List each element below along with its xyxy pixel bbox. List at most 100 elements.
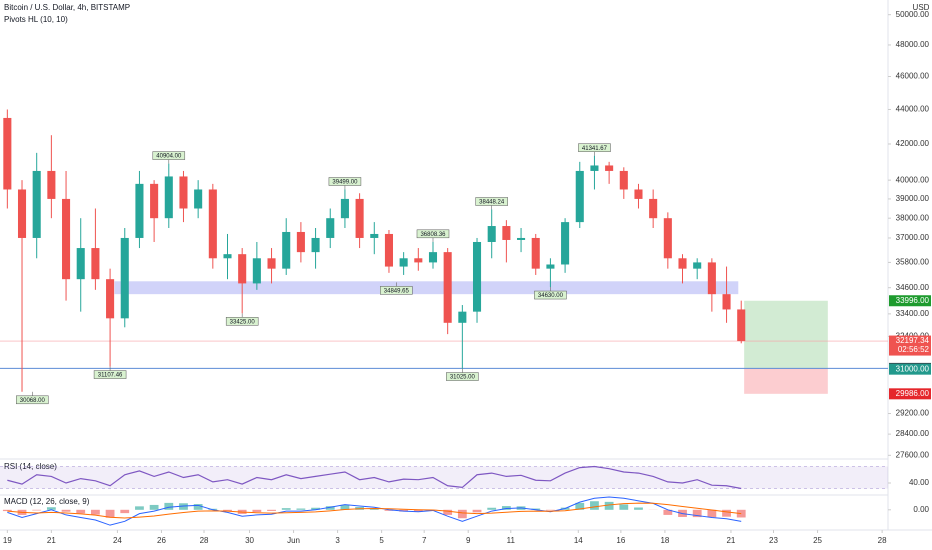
x-tick-label: 16: [616, 536, 625, 545]
candle-body: [722, 294, 731, 310]
candle-body: [238, 254, 247, 284]
x-tick-label: 18: [660, 536, 669, 545]
macd-histogram-bar: [325, 506, 335, 510]
candle-body: [3, 117, 12, 190]
macd-histogram-bar: [61, 509, 71, 512]
x-tick-label: 14: [574, 536, 583, 545]
candle-body: [179, 176, 188, 209]
pivot-label: 41341.67: [582, 146, 608, 152]
macd-histogram-bar: [311, 507, 320, 510]
pivot-label: 38448.24: [479, 200, 505, 206]
y-tick-label: 48000.00: [896, 40, 930, 49]
x-tick-label: 24: [113, 536, 122, 545]
target-zone: [744, 300, 828, 369]
x-tick-label: 5: [379, 536, 384, 545]
candle-body: [194, 189, 203, 209]
candle-body: [384, 233, 393, 267]
pivot-box: [446, 372, 479, 381]
macd-macd-line: [7, 496, 742, 526]
macd-label: MACD (12, 26, close, 9): [4, 497, 90, 506]
candle-body: [649, 198, 658, 219]
y-tick-label: 39000.00: [896, 194, 930, 203]
x-tick-label: 9: [466, 536, 471, 545]
macd-tick-label: 0.00: [913, 505, 929, 514]
macd-histogram-bar: [590, 501, 599, 510]
candle-body: [590, 165, 599, 171]
macd-histogram-bar: [472, 509, 482, 513]
y-tick-label: 34600.00: [896, 283, 930, 292]
stop-zone: [744, 368, 828, 394]
macd-histogram-bar: [252, 509, 262, 512]
y-tick-label: 29200.00: [896, 409, 930, 418]
candle-body: [443, 252, 452, 323]
macd-histogram-bar: [369, 508, 379, 510]
candle-body: [355, 198, 364, 238]
candle-body: [531, 237, 540, 269]
candle-body: [311, 237, 320, 253]
pivot-label: 31107.46: [98, 373, 123, 379]
macd-histogram-bar: [179, 503, 188, 510]
rsi-tick-label: 40.00: [909, 478, 930, 487]
macd-histogram-bar: [634, 507, 643, 510]
macd-histogram-bar: [707, 509, 717, 518]
candle-body: [428, 252, 438, 263]
macd-histogram-bar: [46, 507, 56, 510]
pivot-box: [416, 229, 450, 239]
macd-histogram-bar: [575, 502, 585, 510]
pivot-box: [16, 395, 49, 405]
macd-histogram-bar: [76, 509, 86, 514]
price-label: 33996.00: [896, 296, 930, 305]
candle-body: [472, 241, 482, 312]
macd-histogram-bar: [443, 509, 453, 515]
countdown: 02:56:52: [898, 345, 930, 354]
rsi-band: [0, 466, 888, 489]
macd-histogram-bar: [223, 509, 232, 512]
macd-histogram-bar: [663, 509, 673, 515]
indicator-label: Pivots HL (10, 10): [4, 15, 68, 24]
pivot-box: [225, 317, 259, 326]
y-tick-label: 46000.00: [896, 72, 930, 81]
y-tick-label: 42000.00: [896, 139, 930, 148]
x-tick-label: 11: [507, 536, 516, 545]
x-tick-label: 28: [200, 536, 209, 545]
macd-histogram-bar: [281, 508, 291, 510]
x-tick-label: 23: [769, 536, 778, 545]
price-label-box: [889, 388, 931, 400]
pivot-label: 40904.00: [156, 154, 182, 160]
macd-histogram-bar: [296, 508, 306, 510]
x-tick-label: 30: [245, 536, 254, 545]
pivot-label: 31025.00: [450, 375, 476, 381]
macd-histogram-bar: [531, 508, 541, 510]
candle-body: [252, 258, 261, 284]
candle-body: [326, 218, 335, 238]
candle-body: [678, 258, 687, 269]
price-label-box: [889, 363, 931, 375]
price-label-box: [889, 335, 931, 356]
macd-histogram-bar: [135, 506, 144, 510]
pivot-label: 34849.65: [384, 288, 410, 294]
price-label: 29986.00: [896, 389, 930, 398]
macd-histogram-bar: [267, 509, 276, 511]
pivot-box: [534, 290, 567, 300]
candle-body: [17, 189, 27, 238]
y-tick-label: 28400.00: [896, 429, 930, 438]
candle-body: [546, 264, 555, 269]
candle-body: [223, 254, 232, 259]
y-tick-label: 35800.00: [896, 258, 930, 267]
macd-histogram-bar: [604, 501, 614, 510]
support-zone: [114, 281, 739, 295]
candle-body: [707, 262, 716, 295]
macd-histogram-bar: [164, 502, 174, 510]
y-tick-label: 50000.00: [896, 10, 930, 19]
candle-body: [62, 198, 71, 280]
macd-histogram-bar: [457, 509, 467, 519]
x-tick-label: 26: [157, 536, 166, 545]
x-tick-label: 19: [3, 536, 12, 545]
candle-body: [634, 189, 643, 199]
candle-body: [619, 170, 628, 190]
candle-body: [120, 237, 129, 319]
pivot-box: [380, 286, 413, 295]
x-tick-label: 3: [335, 536, 340, 545]
